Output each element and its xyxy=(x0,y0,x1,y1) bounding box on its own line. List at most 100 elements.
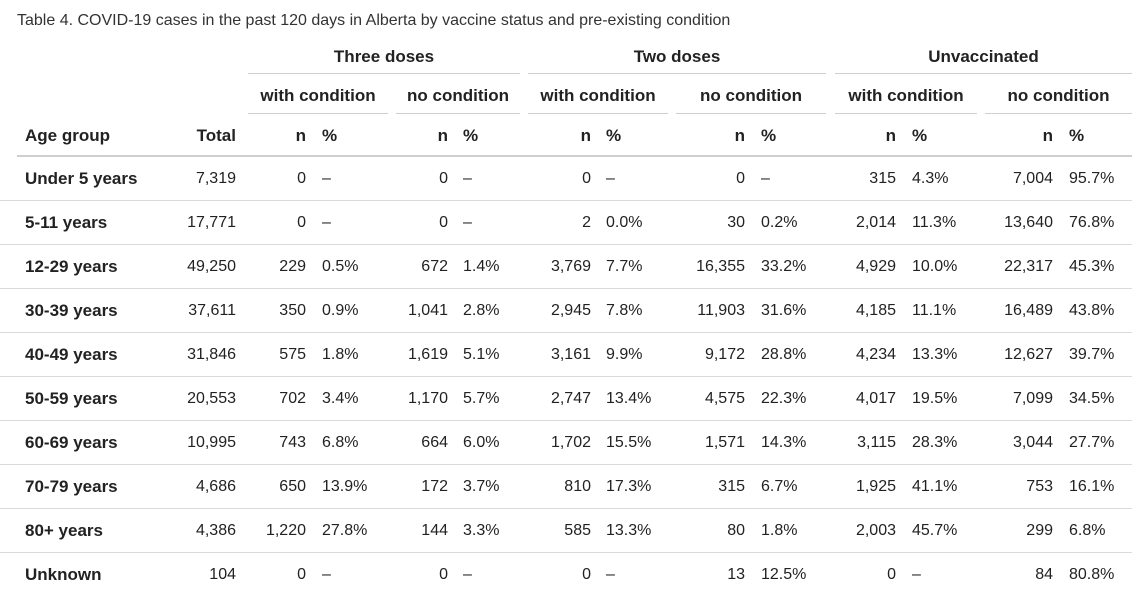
percent-cell: – xyxy=(912,566,921,583)
percent-cell: 11.3% xyxy=(912,214,957,231)
count-cell: 0 xyxy=(297,566,306,583)
count-cell: 743 xyxy=(279,434,306,451)
count-cell: 4,234 xyxy=(855,346,896,363)
count-cell: 2,003 xyxy=(855,522,896,539)
percent-cell: 1.8% xyxy=(761,522,798,539)
total-cell: 4,386 xyxy=(195,522,236,539)
total-cell: 4,686 xyxy=(195,478,236,495)
count-cell: 1,619 xyxy=(407,346,448,363)
count-cell: 4,017 xyxy=(855,390,896,407)
count-cell: 229 xyxy=(279,258,306,275)
table-row: 30-39 years 37,611 350 0.9% 1,041 2.8% 2,945 7.… xyxy=(0,289,1132,333)
percent-cell: 5.1% xyxy=(463,346,500,363)
table-row: Unknown 104 0–0–0–13 12.5% 0–84 80.8% xyxy=(0,553,1132,596)
group-header-unvaccinated: Unvaccinated xyxy=(835,46,1132,74)
count-cell: 3,769 xyxy=(550,258,591,275)
count-cell: 2,014 xyxy=(855,214,896,231)
percent-cell: 1.4% xyxy=(463,258,500,275)
percent-cell: – xyxy=(761,170,770,187)
percent-cell: 0.9% xyxy=(322,302,359,319)
subheader-unvax-with: with condition xyxy=(835,85,977,114)
count-cell: 22,317 xyxy=(1004,258,1053,275)
percent-cell: 12.5% xyxy=(761,566,807,583)
total-cell: 37,611 xyxy=(188,302,236,319)
table-row: 40-49 years 31,846 575 1.8% 1,619 5.1% 3,161 9.… xyxy=(0,333,1132,377)
percent-cell: 76.8% xyxy=(1069,214,1115,231)
count-cell: 1,170 xyxy=(407,390,448,407)
count-cell: 702 xyxy=(279,390,306,407)
age-group-cell: 50-59 years xyxy=(25,389,118,408)
count-cell: 1,571 xyxy=(704,434,745,451)
table-page: Table 4. COVID-19 cases in the past 120 … xyxy=(0,12,1132,584)
age-group-cell: 80+ years xyxy=(25,521,103,540)
percent-cell: 1.8% xyxy=(322,346,359,363)
table-row: 50-59 years 20,553 702 3.4% 1,170 5.7% 2,747 13… xyxy=(0,377,1132,421)
table-row: 80+ years 4,386 1,220 27.8% 144 3.3% 585 13.3% 8… xyxy=(0,509,1132,553)
count-cell: 0 xyxy=(736,170,745,187)
count-cell: 4,929 xyxy=(855,258,896,275)
count-cell: 1,220 xyxy=(265,522,306,539)
header-n-3: n xyxy=(734,126,745,145)
percent-cell: – xyxy=(463,214,472,231)
percent-cell: 39.7% xyxy=(1069,346,1115,363)
count-cell: 4,185 xyxy=(855,302,896,319)
percent-cell: 13.3% xyxy=(606,522,652,539)
percent-cell: 43.8% xyxy=(1069,302,1115,319)
percent-cell: 22.3% xyxy=(761,390,807,407)
subheader-two-no: no condition xyxy=(676,85,826,114)
header-pct-1: % xyxy=(463,126,479,145)
percent-cell: 7.7% xyxy=(606,258,643,275)
count-cell: 16,355 xyxy=(696,258,745,275)
count-cell: 350 xyxy=(279,302,306,319)
percent-cell: 11.1% xyxy=(912,302,957,319)
count-cell: 144 xyxy=(421,522,448,539)
table-row: 60-69 years 10,995 743 6.8% 664 6.0% 1,702 15.5… xyxy=(0,421,1132,465)
percent-cell: 10.0% xyxy=(912,258,958,275)
header-pct-3: % xyxy=(761,126,777,145)
header-pct-5: % xyxy=(1069,126,1085,145)
percent-cell: 13.3% xyxy=(912,346,958,363)
table-body: Under 5 years 7,319 0–0–0–0–315 4.3% 7,004 95… xyxy=(0,157,1132,596)
percent-cell: 17.3% xyxy=(606,478,652,495)
header-n-1: n xyxy=(437,126,448,145)
count-cell: 315 xyxy=(718,478,745,495)
percent-cell: 4.3% xyxy=(912,170,949,187)
header-total: Total xyxy=(196,126,236,145)
table-row: 12-29 years 49,250 229 0.5% 672 1.4% 3,769 7.7%… xyxy=(0,245,1132,289)
percent-cell: 0.0% xyxy=(606,214,643,231)
header-n-5: n xyxy=(1042,126,1053,145)
count-cell: 30 xyxy=(727,214,745,231)
count-cell: 1,041 xyxy=(407,302,448,319)
subheader-three-no: no condition xyxy=(396,85,520,114)
percent-cell: 31.6% xyxy=(761,302,807,319)
total-cell: 10,995 xyxy=(187,434,236,451)
total-cell: 31,846 xyxy=(187,346,236,363)
count-cell: 84 xyxy=(1035,566,1053,583)
header-n-2: n xyxy=(580,126,591,145)
header-age-group: Age group xyxy=(25,126,110,145)
percent-cell: 16.1% xyxy=(1069,478,1115,495)
table-row: 5-11 years 17,771 0–0–2 0.0% 30 0.2% 2,014 11.3… xyxy=(0,201,1132,245)
percent-cell: 7.8% xyxy=(606,302,643,319)
count-cell: 13,640 xyxy=(1004,214,1053,231)
percent-cell: 2.8% xyxy=(463,302,500,319)
count-cell: 0 xyxy=(439,566,448,583)
count-cell: 13 xyxy=(727,566,745,583)
percent-cell: – xyxy=(322,214,331,231)
percent-cell: 5.7% xyxy=(463,390,500,407)
age-group-cell: Under 5 years xyxy=(25,169,138,188)
header-pct-2: % xyxy=(606,126,622,145)
percent-cell: – xyxy=(322,170,331,187)
percent-cell: 27.7% xyxy=(1069,434,1115,451)
percent-cell: 28.3% xyxy=(912,434,958,451)
total-cell: 104 xyxy=(209,566,236,583)
count-cell: 11,903 xyxy=(697,302,745,319)
count-cell: 0 xyxy=(887,566,896,583)
count-cell: 299 xyxy=(1026,522,1053,539)
percent-cell: 33.2% xyxy=(761,258,807,275)
count-cell: 0 xyxy=(439,214,448,231)
header-n-0: n xyxy=(295,126,306,145)
count-cell: 0 xyxy=(439,170,448,187)
percent-cell: – xyxy=(463,566,472,583)
group-header-two-doses: Two doses xyxy=(528,46,826,74)
